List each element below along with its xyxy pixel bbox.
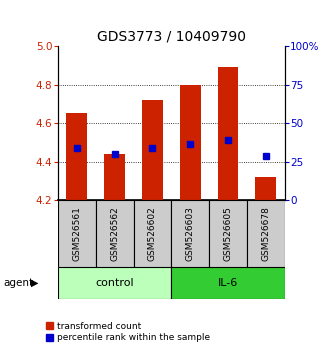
Bar [67, 113, 87, 200]
Text: agent: agent [3, 278, 33, 288]
Bar [171, 267, 285, 299]
Text: GSM526605: GSM526605 [223, 206, 232, 261]
Bar [247, 200, 285, 267]
Text: ▶: ▶ [31, 278, 38, 288]
Bar [58, 200, 96, 267]
Legend: transformed count, percentile rank within the sample: transformed count, percentile rank withi… [46, 322, 210, 342]
Text: GSM526602: GSM526602 [148, 206, 157, 261]
Text: GSM526562: GSM526562 [110, 206, 119, 261]
Text: GSM526603: GSM526603 [186, 206, 195, 261]
Bar [58, 267, 171, 299]
Bar [104, 154, 125, 200]
Bar [209, 200, 247, 267]
Text: control: control [95, 278, 134, 288]
Text: IL-6: IL-6 [218, 278, 238, 288]
Bar [142, 100, 163, 200]
Bar [96, 200, 133, 267]
Bar [180, 85, 201, 200]
Bar [171, 200, 209, 267]
Text: GSM526678: GSM526678 [261, 206, 270, 261]
Bar [256, 177, 276, 200]
Text: GSM526561: GSM526561 [72, 206, 81, 261]
Title: GDS3773 / 10409790: GDS3773 / 10409790 [97, 29, 246, 44]
Bar [217, 67, 238, 200]
Bar [133, 200, 171, 267]
